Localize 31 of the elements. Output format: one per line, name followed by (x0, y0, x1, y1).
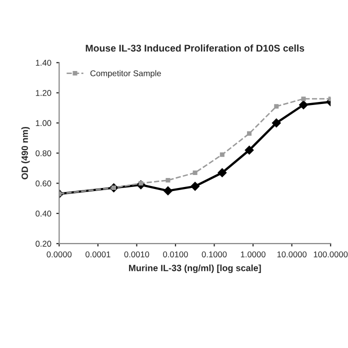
y-tick-label: 1.00 (36, 120, 52, 126)
y-tick-label: 0.60 (36, 180, 52, 186)
x-tick-label: 0.1000 (202, 251, 227, 258)
x-axis-title: Murine IL-33 (ng/ml) [log scale] (129, 264, 261, 274)
point (192, 170, 198, 175)
point (272, 118, 281, 128)
point (299, 100, 308, 110)
x-tick-label: 0.0100 (163, 251, 188, 258)
y-axis-title: OD (490 nm) (21, 126, 30, 180)
y-tick-label: 1.40 (36, 60, 52, 66)
point (218, 168, 227, 178)
y-tick-label: 0.40 (36, 210, 52, 217)
x-tick-label: 0.0010 (124, 251, 150, 258)
chart-title: Mouse IL-33 Induced Proliferation of D10S cells (86, 44, 304, 52)
x-tick-label: 0.0001 (86, 251, 110, 258)
x-tick-label: 1.0000 (240, 251, 266, 258)
x-tick-label: 10.0000 (277, 251, 307, 258)
point (166, 178, 170, 183)
point (220, 152, 224, 157)
legend-label: Competitor Sample (90, 70, 161, 78)
point (190, 182, 200, 191)
x-tick-label: 0.0000 (46, 251, 72, 258)
x-tick-label: 100.0000 (314, 251, 348, 258)
point (301, 96, 306, 102)
point (247, 131, 252, 136)
point (274, 104, 279, 109)
point (244, 146, 254, 155)
y-tick-label: 0.80 (36, 150, 52, 156)
point (164, 186, 172, 196)
y-tick-label: 1.20 (36, 90, 52, 96)
y-tick-label: 0.20 (36, 240, 52, 247)
